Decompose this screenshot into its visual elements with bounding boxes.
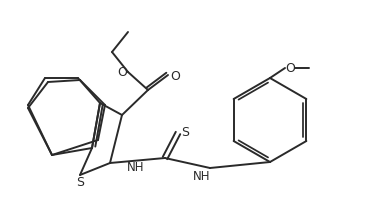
- Text: S: S: [181, 127, 189, 140]
- Text: NH: NH: [127, 161, 144, 174]
- Text: NH: NH: [193, 170, 211, 183]
- Text: O: O: [170, 71, 180, 83]
- Text: O: O: [117, 66, 127, 79]
- Text: S: S: [76, 177, 84, 190]
- Text: O: O: [285, 62, 295, 75]
